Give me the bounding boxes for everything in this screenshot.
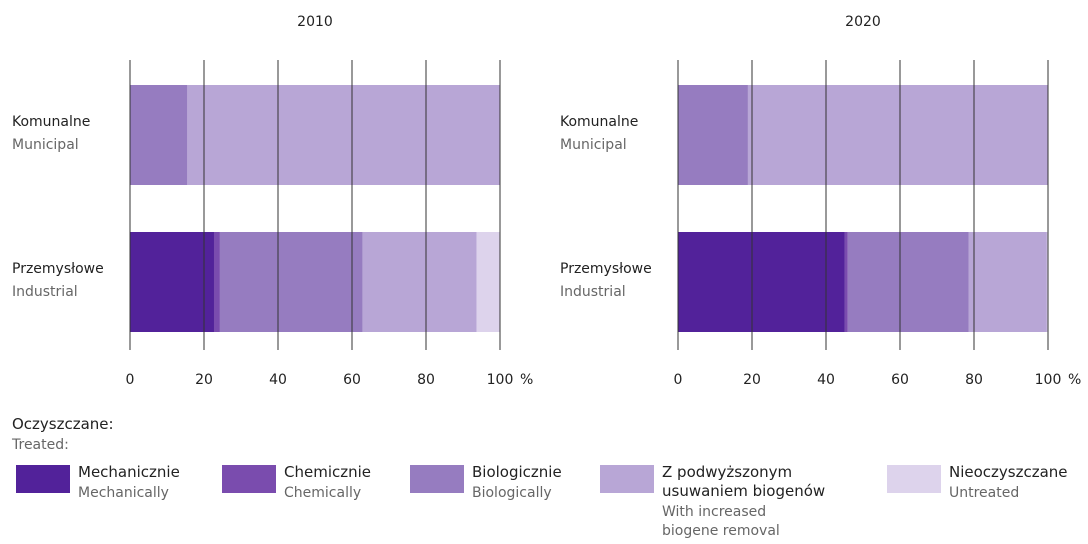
x-tick-label: 60 [891, 372, 909, 388]
bar-segment [187, 85, 500, 185]
legend-label: Nieoczyszczane [949, 463, 1068, 481]
category-label: Przemysłowe [560, 261, 652, 277]
x-tick-label: 80 [965, 372, 983, 388]
legend-title: Oczyszczane: [12, 415, 114, 433]
legend-swatch [410, 465, 464, 493]
legend-label-en: Chemically [284, 485, 362, 501]
x-tick-label: 0 [126, 372, 135, 388]
category-label: Przemysłowe [12, 261, 104, 277]
x-tick-label: 100 [1035, 372, 1062, 388]
legend-label: Biologicznie [472, 463, 562, 481]
bar-segment [747, 85, 1048, 185]
legend-swatch [600, 465, 654, 493]
bar-segment [1046, 232, 1048, 332]
legend-label-en: With increased biogene removal [662, 504, 780, 539]
bar-segment [844, 232, 848, 332]
legend-label-en: Biologically [472, 485, 552, 501]
x-tick-label: 20 [195, 372, 213, 388]
bar-segment [847, 232, 969, 332]
legend-label: Chemicznie [284, 463, 372, 481]
x-axis-label: % [1068, 372, 1081, 388]
category-label: Komunalne [12, 114, 90, 130]
x-tick-label: 0 [674, 372, 683, 388]
bar-segment [219, 232, 363, 332]
x-tick-label: 40 [817, 372, 835, 388]
x-tick-label: 80 [417, 372, 435, 388]
bar-segment [968, 232, 1047, 332]
category-label-en: Municipal [12, 137, 79, 153]
category-label-en: Municipal [560, 137, 627, 153]
legend-swatch [887, 465, 941, 493]
x-tick-label: 40 [269, 372, 287, 388]
legend-label: Z podwyższonym usuwaniem biogenów [662, 463, 826, 500]
bar-segment [476, 232, 500, 332]
bar-segment [130, 232, 214, 332]
x-tick-label: 20 [743, 372, 761, 388]
bar-segment [678, 85, 748, 185]
legend-subtitle: Treated: [12, 437, 69, 453]
legend-label-en: Untreated [949, 485, 1020, 501]
x-tick-label: 100 [487, 372, 514, 388]
category-label: Komunalne [560, 114, 638, 130]
category-label-en: Industrial [12, 284, 78, 300]
bar-segment [130, 85, 188, 185]
x-axis-label: % [520, 372, 533, 388]
chart-title: 2020 [845, 14, 881, 30]
bar-segment [362, 232, 477, 332]
charts: 2010 Komunalne Municipal Przemysłowe Industr… [12, 14, 1081, 388]
legend-swatch [16, 465, 70, 493]
category-label-en: Industrial [560, 284, 626, 300]
chart-title: 2010 [297, 14, 333, 30]
legend-label-en: Mechanically [78, 485, 169, 501]
x-tick-label: 60 [343, 372, 361, 388]
legend-label: Mechanicznie [78, 463, 180, 481]
bar-segment [678, 232, 845, 332]
legend-swatch [222, 465, 276, 493]
bar-segment [213, 232, 220, 332]
